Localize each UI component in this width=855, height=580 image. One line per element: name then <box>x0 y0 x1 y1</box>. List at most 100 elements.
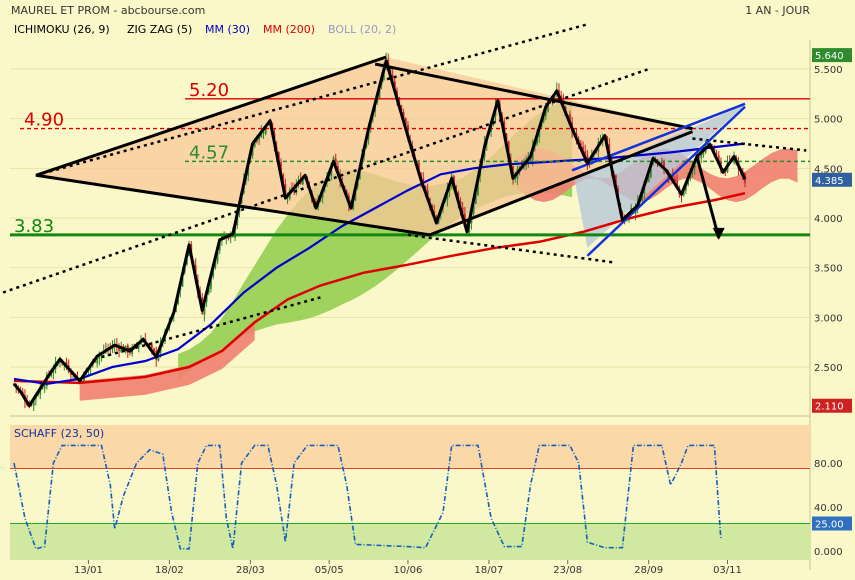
candle-body <box>41 388 44 390</box>
candle-body <box>717 155 720 161</box>
candle-body <box>96 358 99 364</box>
candle-body <box>148 344 151 347</box>
y-tick-label: 5.500 <box>814 65 843 76</box>
mm200-line <box>13 191 746 385</box>
candle-body <box>468 225 471 232</box>
schaff-tag <box>812 516 852 531</box>
x-tick-label: 18/02 <box>155 565 184 576</box>
candle-body <box>514 177 517 179</box>
legend-mm30: MM (30) <box>205 23 250 36</box>
candle-body <box>676 180 679 187</box>
candle-body <box>461 207 464 214</box>
candle-body <box>400 105 403 111</box>
arrow-down-icon <box>712 227 725 240</box>
price-tag <box>812 398 852 413</box>
candle-body <box>520 164 523 166</box>
schaff-tick-label: 40.00 <box>814 503 843 514</box>
candle-body <box>660 161 663 164</box>
x-tick-label: 10/06 <box>394 565 423 576</box>
schaff-title: SCHAFF (23, 50) <box>14 427 104 440</box>
candle-body <box>262 132 265 134</box>
schaff-oversold-zone <box>10 523 810 560</box>
legend-boll: BOLL (20, 2) <box>328 23 396 36</box>
trendline-lower-channel <box>35 173 431 237</box>
candle-body <box>137 344 140 348</box>
schaff-line <box>13 444 722 550</box>
candle-body <box>70 373 72 375</box>
trendline-desc-bottom <box>429 130 694 237</box>
y-tick-label: 3.500 <box>814 264 843 275</box>
date-axis: 13/01 18/02 28/03 05/05 10/06 18/07 23/08 28/09… <box>74 560 742 576</box>
candle-body <box>301 178 304 185</box>
candle-body <box>649 164 652 177</box>
x-tick-label: 03/11 <box>713 565 742 576</box>
candle-body <box>663 161 665 170</box>
candle-body <box>544 110 547 117</box>
candle-body <box>253 141 256 147</box>
candle-body <box>50 373 53 377</box>
candle-body <box>258 137 261 140</box>
candle-body <box>153 348 155 352</box>
candle-body <box>210 278 212 289</box>
chart-title: MAUREL ET PROM - abcbourse.com <box>11 4 205 17</box>
legend-zigzag: ZIG ZAG (5) <box>127 23 192 36</box>
candle-body <box>207 287 210 294</box>
zigzag-path <box>12 59 747 408</box>
candle-body <box>52 370 55 373</box>
chart-period: 1 AN - JOUR <box>745 4 810 17</box>
y-tick-label: 2.500 <box>814 363 843 374</box>
price-tag <box>812 48 852 63</box>
candle-body <box>43 385 46 389</box>
x-tick-label: 28/09 <box>634 565 663 576</box>
candle-body <box>553 96 556 98</box>
legend-ichimoku: ICHIMOKU (26, 9) <box>14 23 110 36</box>
legend-mm200: MM (200) <box>263 23 315 36</box>
y-tick-label: 5.000 <box>814 115 843 126</box>
wedge-area <box>574 104 745 248</box>
candle-body <box>472 203 475 215</box>
price-tag <box>812 172 852 187</box>
price-tag-label: 4.385 <box>815 176 844 187</box>
candle-body <box>582 146 584 152</box>
candle-body <box>641 195 644 202</box>
level-label: 3.83 <box>14 216 54 237</box>
candle-body <box>398 97 401 105</box>
candle-body <box>59 361 61 363</box>
dotted-channel-top <box>35 23 588 177</box>
candle-body <box>698 157 700 159</box>
trendline-wedge-lower <box>586 105 746 257</box>
candle-body <box>674 178 676 181</box>
y-tick-label: 3.000 <box>814 313 843 324</box>
candle-body <box>214 260 217 268</box>
candle-body <box>685 184 687 191</box>
candle-body <box>315 201 317 206</box>
candle-body <box>98 355 101 360</box>
candle-body <box>715 153 718 155</box>
candle-body <box>291 187 293 189</box>
trendline-desc-top <box>374 62 693 131</box>
candle-body <box>264 125 267 135</box>
zigzag-line <box>12 59 747 408</box>
schaff-overbought-zone <box>10 425 810 469</box>
candle-body <box>455 185 458 191</box>
candle-body <box>584 150 587 157</box>
dotted-channel-upper <box>2 67 650 294</box>
candle-body <box>256 139 258 142</box>
x-tick-label: 28/03 <box>236 565 265 576</box>
candle-body <box>700 153 703 158</box>
trendline-projection <box>695 156 721 239</box>
schaff-panel: 0.000 40.00 80.00 25.00 <box>10 425 852 560</box>
schaff-tick-label: 0.000 <box>814 547 843 558</box>
candle-body <box>569 114 571 122</box>
candle-body <box>702 153 705 155</box>
x-tick-label: 18/07 <box>475 565 504 576</box>
candle-body <box>118 346 120 351</box>
candle-body <box>579 143 582 145</box>
price-tag-label: 5.640 <box>815 51 844 62</box>
trendlines <box>2 23 807 359</box>
cloud-green <box>178 100 573 380</box>
level-label: 4.57 <box>189 142 229 163</box>
candle-body <box>560 95 563 99</box>
indicator-legend: ICHIMOKU (26, 9) ZIG ZAG (5) MM (30) MM … <box>14 23 396 36</box>
level-label: 4.90 <box>24 110 64 131</box>
